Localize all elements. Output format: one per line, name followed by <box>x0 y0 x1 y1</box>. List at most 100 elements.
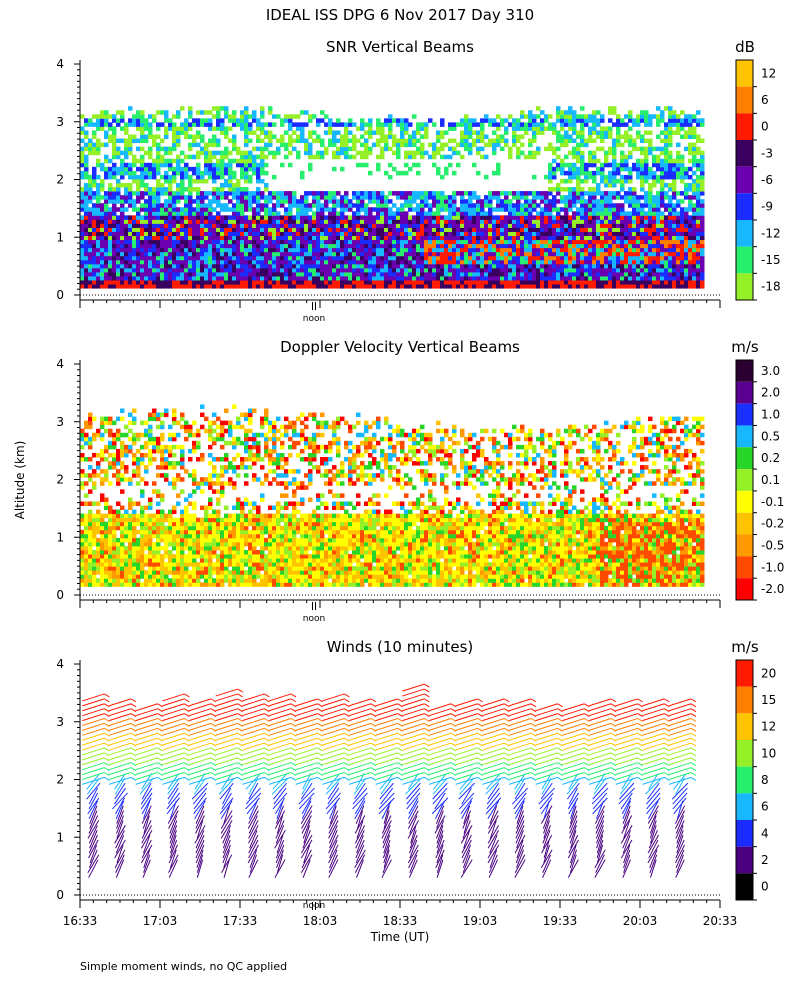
snr-cell <box>356 235 361 241</box>
snr-cell <box>684 211 689 216</box>
snr-cell <box>520 231 525 237</box>
snr-cell <box>640 203 645 208</box>
snr-cell <box>504 259 509 265</box>
snr-cell <box>136 138 141 144</box>
snr-cell <box>680 235 685 241</box>
snr-cell <box>592 263 597 269</box>
snr-cell <box>132 170 137 176</box>
snr-cell <box>196 259 201 265</box>
snr-cell <box>520 267 525 273</box>
snr-cell <box>184 187 189 192</box>
snr-cell <box>192 271 197 277</box>
snr-cell <box>496 199 501 204</box>
snr-cell <box>612 166 617 172</box>
snr-cell <box>568 178 573 184</box>
snr-cell <box>320 223 325 228</box>
snr-cell <box>612 259 617 265</box>
snr-cell <box>544 239 549 245</box>
snr-cell <box>464 235 469 241</box>
snr-cell <box>304 199 309 204</box>
snr-cell <box>116 239 121 245</box>
snr-cell <box>236 227 241 232</box>
snr-cell <box>364 251 369 257</box>
snr-cell <box>220 263 225 269</box>
snr-cell <box>660 203 665 208</box>
snr-cell <box>364 231 369 237</box>
snr-cell <box>264 154 269 160</box>
snr-cell <box>300 215 305 220</box>
snr-cell <box>300 110 305 115</box>
snr-cell <box>672 187 677 192</box>
snr-cell <box>300 211 305 216</box>
snr-cell <box>624 247 629 253</box>
snr-cell <box>596 243 601 249</box>
snr-cell <box>172 267 177 273</box>
snr-cell <box>448 271 453 277</box>
snr-cell <box>540 284 545 289</box>
snr-cell <box>676 263 681 269</box>
snr-cell <box>324 235 329 241</box>
snr-cell <box>136 215 141 220</box>
snr-cell <box>284 223 289 228</box>
snr-cell <box>284 263 289 269</box>
snr-cell <box>144 280 149 285</box>
snr-cell <box>164 170 169 176</box>
snr-cell <box>120 271 125 277</box>
snr-cell <box>640 114 645 119</box>
snr-cell <box>508 243 513 249</box>
snr-cell <box>632 223 637 228</box>
snr-cell <box>380 267 385 273</box>
snr-cell <box>680 178 685 184</box>
snr-cell <box>340 134 345 139</box>
snr-cell <box>600 191 605 196</box>
snr-cell <box>244 203 249 208</box>
snr-cell <box>200 223 205 228</box>
snr-cell <box>356 275 361 281</box>
snr-cell <box>564 255 569 261</box>
snr-cell <box>432 223 437 228</box>
snr-cell <box>124 122 129 127</box>
snr-cell <box>344 199 349 204</box>
snr-cell <box>368 263 373 269</box>
snr-cell <box>356 239 361 245</box>
snr-cell <box>264 271 269 277</box>
snr-cell <box>496 231 501 237</box>
snr-cell <box>436 195 441 200</box>
snr-cell <box>352 263 357 269</box>
snr-cell <box>648 247 653 253</box>
snr-cell <box>216 142 221 148</box>
snr-cell <box>172 227 177 232</box>
snr-cell <box>604 231 609 237</box>
snr-cell <box>260 170 265 176</box>
snr-cell <box>216 211 221 216</box>
snr-cell <box>112 267 117 273</box>
snr-cell <box>140 126 145 131</box>
snr-cell <box>172 280 177 285</box>
snr-cell <box>648 243 653 249</box>
snr-cell <box>404 280 409 285</box>
snr-cell <box>476 215 481 220</box>
snr-cell <box>676 130 681 135</box>
snr-cell <box>640 247 645 253</box>
snr-cell <box>660 231 665 237</box>
snr-cell <box>232 158 237 164</box>
snr-cell <box>608 174 613 180</box>
snr-cell <box>320 215 325 220</box>
snr-cell <box>348 223 353 228</box>
snr-cell <box>464 122 469 127</box>
snr-cell <box>576 267 581 273</box>
snr-cell <box>308 271 313 277</box>
snr-cell <box>408 142 413 148</box>
snr-cell <box>460 239 465 245</box>
snr-cell <box>520 150 525 156</box>
snr-cell <box>228 114 233 119</box>
snr-cell <box>556 106 561 111</box>
snr-cell <box>228 174 233 180</box>
snr-cell <box>132 231 137 237</box>
snr-cell <box>588 263 593 269</box>
snr-cell <box>80 271 85 277</box>
snr-cell <box>384 259 389 265</box>
snr-cell <box>156 223 161 228</box>
snr-cell <box>664 106 669 111</box>
snr-cell <box>280 239 285 245</box>
